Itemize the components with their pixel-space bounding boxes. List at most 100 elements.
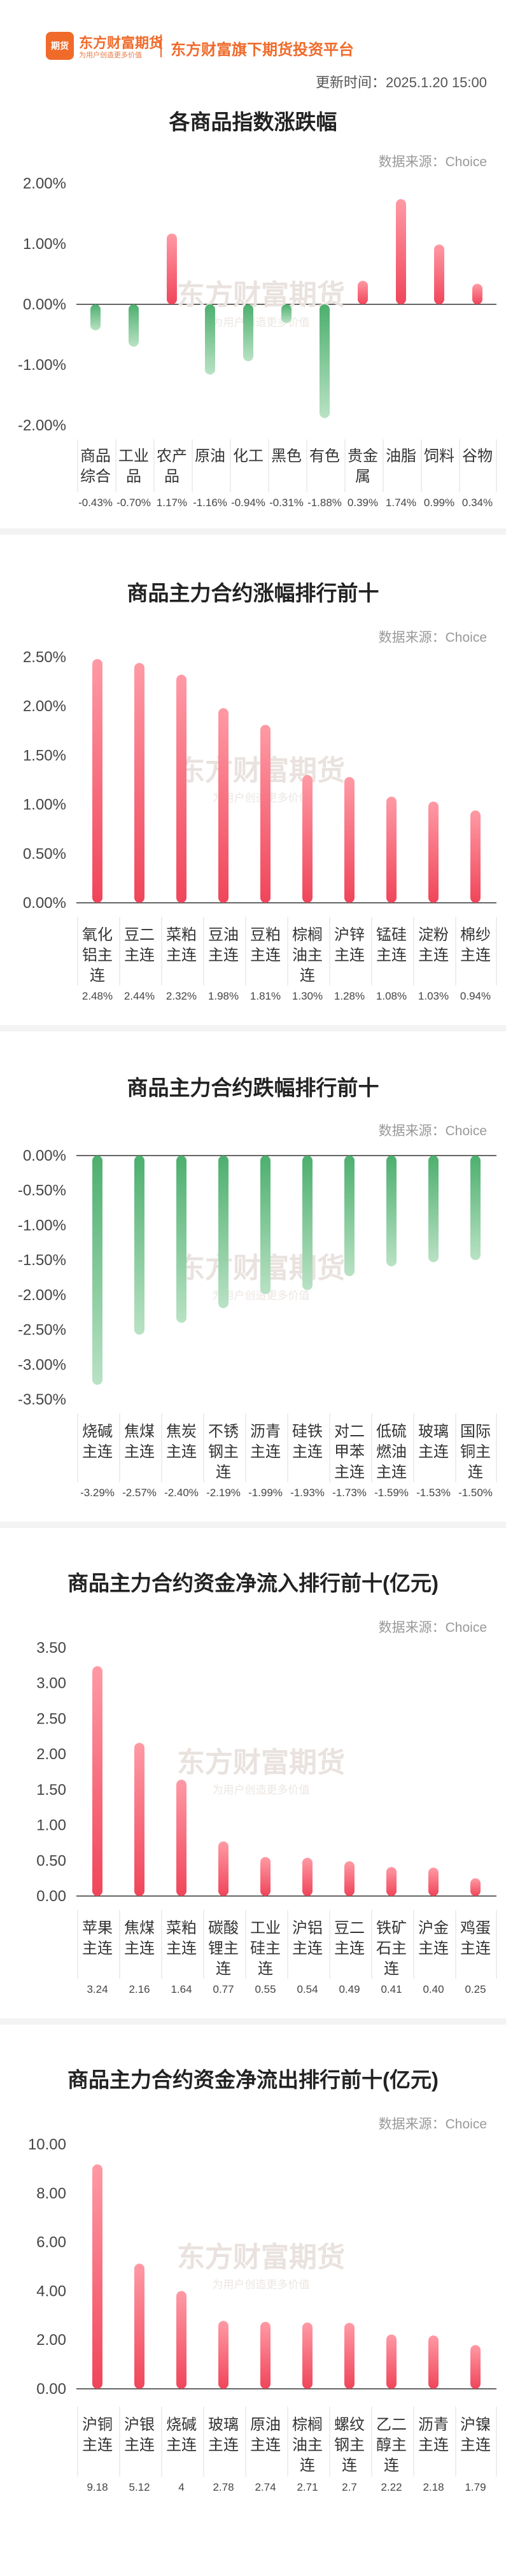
- y-tick-label: -2.50%: [18, 1322, 66, 1339]
- bar: [428, 801, 439, 903]
- y-tick-label: -0.50%: [18, 1182, 66, 1200]
- value-label: 0.41: [381, 1983, 402, 1995]
- y-tick-label: -2.00%: [18, 417, 66, 434]
- y-tick-label: 4.00: [36, 2282, 66, 2300]
- chart-source: 数据来源：Choice: [378, 1620, 487, 1635]
- chart-title: 商品主力合约涨幅排行前十: [127, 581, 379, 605]
- y-tick-label: 2.00%: [23, 175, 66, 192]
- category-label: 菜粕主连: [166, 1919, 197, 1957]
- value-label: 1.74%: [386, 497, 416, 509]
- category-label: 螺纹钢主连: [334, 2416, 365, 2474]
- category-label: 农产品: [157, 447, 187, 485]
- value-label: 2.48%: [82, 990, 113, 1002]
- y-tick-label: 0.50%: [23, 846, 66, 863]
- value-label: -1.53%: [416, 1487, 451, 1499]
- category-label: 谷物: [462, 447, 493, 465]
- value-label: -1.93%: [290, 1487, 325, 1499]
- value-label: 2.32%: [166, 990, 197, 1002]
- bar: [167, 233, 177, 304]
- y-tick-label: 2.50: [36, 1710, 66, 1727]
- value-label: 0.25: [465, 1983, 486, 1995]
- bar: [92, 659, 102, 903]
- value-label: -2.57%: [122, 1487, 157, 1499]
- bar: [386, 796, 397, 903]
- value-label: 0.54: [297, 1983, 318, 1995]
- bar: [344, 1156, 355, 1277]
- value-label: 1.30%: [292, 990, 323, 1002]
- y-tick-label: 8.00: [36, 2185, 66, 2202]
- watermark-text: 东方财富期货: [177, 1746, 345, 1779]
- y-tick-label: 0.00: [36, 1888, 66, 1905]
- bar: [428, 1156, 439, 1263]
- category-label: 对二甲苯主连: [334, 1422, 365, 1481]
- bar: [396, 199, 406, 304]
- category-label: 棕榈油主连: [292, 926, 323, 984]
- watermark-subtext: 为用户创造更多价值: [213, 2279, 310, 2291]
- bar: [218, 2321, 228, 2389]
- value-label: -0.43%: [78, 497, 113, 509]
- y-tick-label: 2.00: [36, 1746, 66, 1763]
- category-label: 菜粕主连: [166, 926, 197, 964]
- value-label: -0.70%: [116, 497, 151, 509]
- value-label: 0.99%: [424, 497, 454, 509]
- y-tick-label: 0.00%: [23, 895, 66, 912]
- category-label: 苹果主连: [82, 1919, 113, 1957]
- category-label: 国际铜主连: [460, 1422, 491, 1481]
- category-label: 锰硅主连: [376, 926, 407, 964]
- watermark-subtext: 为用户创造更多价值: [213, 1290, 310, 1303]
- category-label: 原油: [195, 447, 225, 465]
- category-label: 商品综合: [80, 447, 111, 485]
- y-tick-label: 10.00: [28, 2136, 66, 2153]
- bar: [218, 1156, 228, 1308]
- category-label: 碳酸锂主连: [208, 1919, 239, 1978]
- category-label: 有色: [309, 447, 340, 465]
- y-tick-label: 1.00%: [23, 796, 66, 814]
- category-label: 沪锌主连: [334, 926, 365, 964]
- category-label: 不锈钢主连: [208, 1422, 239, 1481]
- chart-title: 商品主力合约资金净流出排行前十(亿元): [67, 2068, 439, 2091]
- value-label: 1.17%: [157, 497, 187, 509]
- bar-chart: 3.50 3.00 2.50 2.00 1.50 1.00 0.50 0.00 东方财富期货为用…: [36, 1639, 497, 1995]
- value-label: 0.55: [255, 1983, 276, 1995]
- y-tick-label: -1.00%: [18, 357, 66, 374]
- bar: [134, 1743, 144, 1896]
- value-label: -1.50%: [458, 1487, 493, 1499]
- category-label: 氧化铝主连: [82, 926, 113, 984]
- value-label: 1.81%: [250, 990, 281, 1002]
- y-tick-label: 0.00: [36, 2381, 66, 2398]
- bar: [344, 777, 355, 903]
- watermark-text: 东方财富期货: [177, 2241, 345, 2274]
- bar: [176, 1780, 186, 1896]
- value-label: 1.64: [171, 1983, 192, 1995]
- category-label: 玻璃主连: [208, 2416, 239, 2454]
- bar: [134, 2263, 144, 2389]
- category-label: 饲料: [424, 447, 454, 465]
- value-label: 2.78: [213, 2481, 234, 2493]
- chart-source: 数据来源：Choice: [378, 1124, 487, 1138]
- value-label: -0.31%: [269, 497, 304, 509]
- chart-title: 各商品指数涨跌幅: [169, 110, 337, 134]
- section-separator: [0, 528, 506, 535]
- brand-name: 东方财富期货: [79, 35, 164, 51]
- bar: [302, 775, 313, 903]
- bar: [205, 304, 215, 375]
- category-label: 化工: [233, 447, 264, 465]
- y-tick-label: 1.00: [36, 1817, 66, 1834]
- category-label: 沪铝主连: [292, 1919, 323, 1957]
- value-label: -0.94%: [231, 497, 265, 509]
- value-label: 0.77: [213, 1983, 234, 1995]
- y-tick-label: 0.50: [36, 1852, 66, 1869]
- category-label: 铁矿石主连: [376, 1919, 407, 1978]
- bar-chart: 0.00% -0.50% -1.00% -1.50% -2.00% -2.50% -3.00…: [18, 1147, 497, 1499]
- header-divider: [160, 34, 162, 57]
- bar: [386, 1867, 397, 1896]
- y-tick-label: -1.50%: [18, 1252, 66, 1269]
- chart-source: 数据来源：Choice: [378, 155, 487, 169]
- bar: [218, 1841, 228, 1896]
- page-header: 期货 东方财富期货 为用户创造更多价值 东方财富旗下期货投资平台 更新时间：20…: [0, 0, 506, 92]
- value-label: -3.29%: [80, 1487, 115, 1499]
- value-label: 2.71: [297, 2481, 318, 2493]
- y-tick-label: -3.50%: [18, 1391, 66, 1408]
- value-label: 0.39%: [348, 497, 378, 509]
- watermark-text: 东方财富期货: [177, 279, 345, 311]
